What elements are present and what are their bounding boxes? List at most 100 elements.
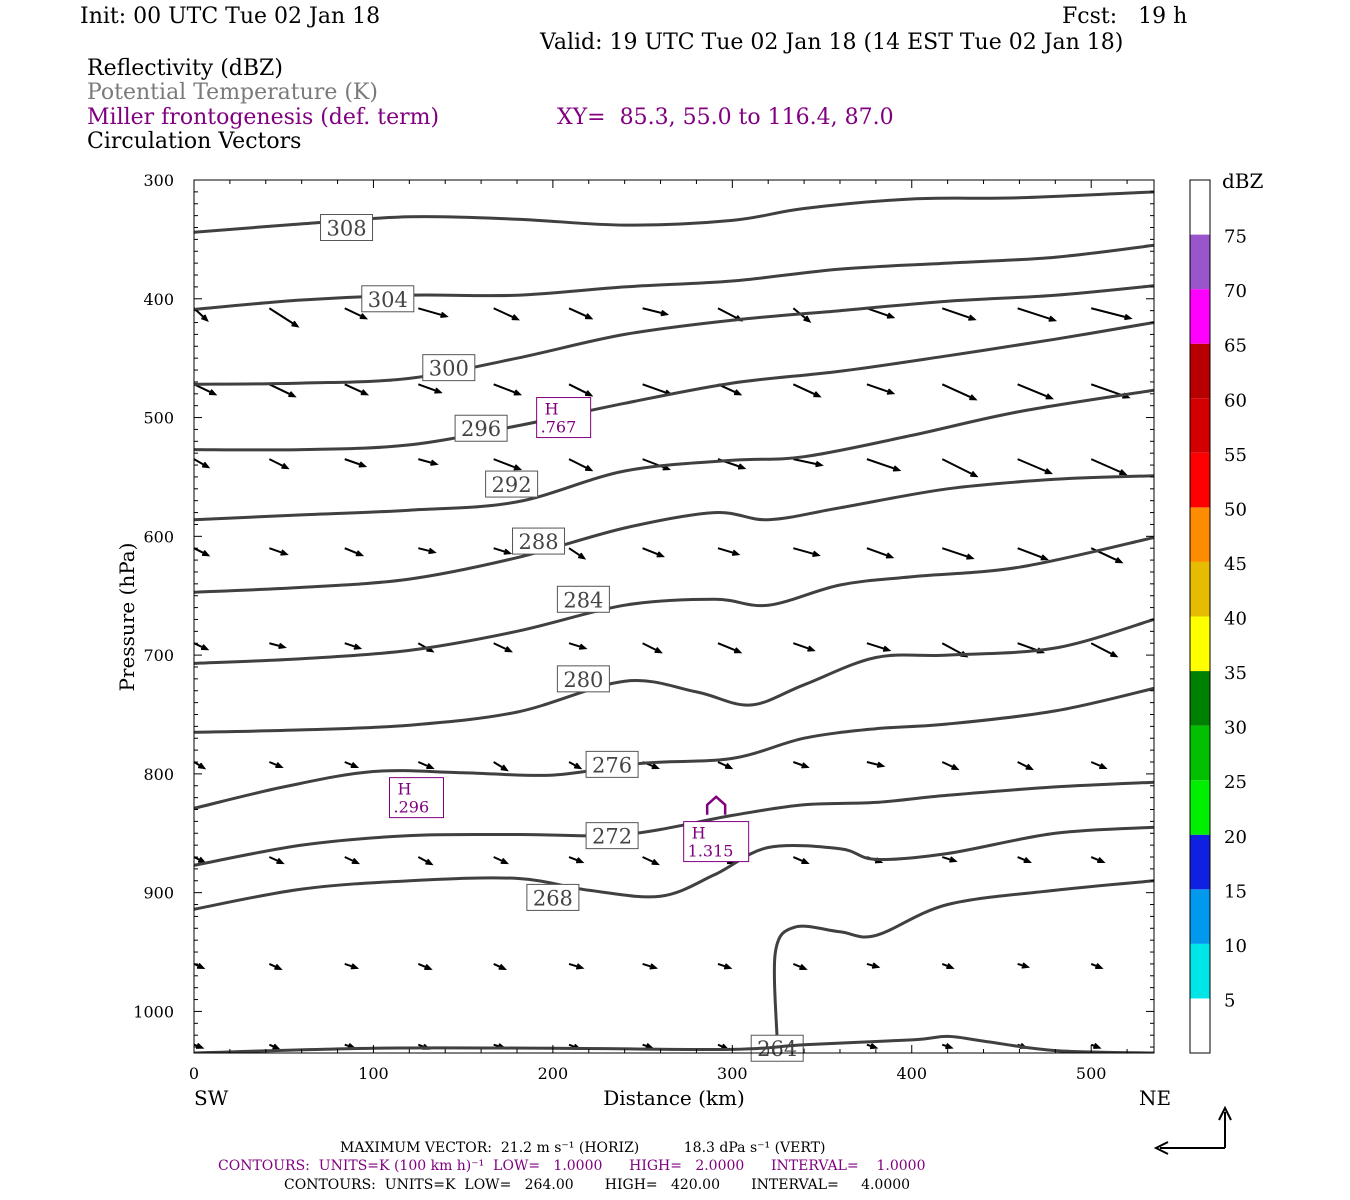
theta-contour-label: 288: [518, 530, 558, 554]
circulation-vector: [568, 962, 585, 970]
circulation-vector: [269, 642, 287, 650]
frontogenesis-max-box: [683, 821, 750, 863]
circulation-vector: [642, 307, 670, 317]
circulation-vector: [866, 1042, 879, 1050]
colorbar-swatch: [1190, 561, 1210, 617]
colorbar-label: 15: [1224, 881, 1247, 902]
circulation-vector: [1017, 307, 1058, 322]
circulation-vector: [568, 307, 594, 320]
circulation-vector: [194, 962, 206, 969]
circulation-vector: [1090, 307, 1133, 321]
circulation-vector: [941, 856, 958, 863]
colorbar-swatch: [1190, 780, 1210, 835]
circulation-vector: [1090, 458, 1128, 476]
circulation-vector: [642, 962, 659, 970]
field-reflectivity: Reflectivity (dBZ): [87, 56, 283, 81]
circulation-vector: [568, 642, 588, 650]
circulation-vector: [418, 547, 437, 555]
frontogenesis-max-h: H: [545, 400, 559, 419]
circulation-vector: [268, 856, 285, 865]
theta-label-box: [556, 585, 610, 613]
circulation-vector: [792, 856, 810, 865]
circulation-vector: [866, 383, 896, 395]
circulation-vector: [417, 962, 433, 970]
theta-label-box: [556, 665, 610, 693]
x-axis-label: Distance (km): [603, 1086, 745, 1110]
forecast-hour: Fcst: 19 h: [1062, 4, 1188, 29]
colorbar-label: 65: [1224, 336, 1247, 357]
circulation-vector: [269, 547, 289, 556]
circulation-vector: [194, 761, 207, 770]
circulation-vectors: [194, 307, 1133, 1050]
circulation-vector: [941, 547, 975, 560]
colorbar-label: 35: [1224, 663, 1247, 684]
circulation-vector: [417, 856, 434, 866]
colorbar-frame: [1189, 179, 1211, 1054]
theta-contour-label: 308: [326, 217, 366, 241]
colorbar-swatch: [1190, 889, 1210, 944]
theta-contour-info: CONTOURS: UNITS=K LOW= 264.00 HIGH= 420.…: [284, 1177, 911, 1193]
y-tick-label: 300: [143, 171, 174, 190]
circulation-vector: [1090, 1042, 1102, 1049]
circulation-vector: [417, 761, 435, 770]
circulation-vector: [493, 307, 520, 321]
x-tick-label: 0: [189, 1064, 199, 1083]
frontogenesis-max-value: 1.315: [688, 842, 734, 861]
theta-contour-label: 304: [368, 288, 408, 312]
theta-contour-label: 292: [492, 473, 532, 497]
circulation-vector: [344, 642, 363, 650]
circulation-vector: [268, 307, 300, 328]
theta-label-box: [585, 750, 639, 778]
circulation-vector: [568, 383, 594, 397]
theta-contour-line: [194, 780, 1154, 867]
circulation-vector: [941, 458, 979, 478]
colorbar-swatch: [1190, 834, 1210, 890]
circulation-vector: [418, 307, 449, 318]
colorbar-label: 45: [1224, 554, 1247, 575]
circulation-vector: [568, 547, 587, 560]
colorbar-label: 10: [1224, 936, 1247, 957]
theta-label-box: [361, 285, 415, 313]
circulation-vector: [344, 383, 370, 396]
colorbar-label: 60: [1224, 390, 1247, 411]
init-time: Init: 00 UTC Tue 02 Jan 18: [80, 4, 381, 29]
circulation-vector: [1017, 761, 1034, 771]
colorbar-label: 70: [1224, 281, 1247, 302]
theta-contour-label: 280: [563, 668, 603, 692]
circulation-vector: [793, 547, 821, 557]
x-tick-label: 500: [1076, 1064, 1107, 1083]
theta-label-box: [422, 354, 476, 382]
x-tick-label: 200: [538, 1064, 569, 1083]
circulation-vector: [941, 962, 955, 970]
circulation-vector: [418, 458, 439, 466]
y-tick-label: 1000: [133, 1002, 174, 1021]
circulation-vector: [792, 761, 810, 769]
colorbar-label: 50: [1224, 499, 1247, 520]
theta-contour-line: [194, 321, 1154, 452]
circulation-vector: [268, 458, 290, 470]
sw-label: SW: [194, 1086, 229, 1110]
theta-contour-label: 276: [592, 753, 632, 777]
x-tick-label: 100: [358, 1064, 389, 1083]
x-tick-label: 400: [896, 1064, 927, 1083]
theta-contour-line: [194, 284, 1154, 386]
circulation-vector: [194, 547, 211, 557]
circulation-vector: [268, 383, 297, 398]
theta-label-box: [485, 470, 539, 498]
frontogenesis-max-box: [389, 777, 445, 819]
circulation-vector: [344, 761, 360, 769]
colorbar-label: 55: [1224, 445, 1247, 466]
valid-time: Valid: 19 UTC Tue 02 Jan 18 (14 EST Tue …: [540, 30, 1124, 55]
circulation-vector: [866, 642, 892, 652]
circulation-vector: [493, 383, 523, 396]
theta-contour-label: 284: [563, 588, 603, 612]
theta-label-box: [512, 527, 566, 555]
ne-label: NE: [1139, 1086, 1171, 1110]
circulation-vector: [344, 547, 365, 557]
y-tick-label: 700: [143, 646, 174, 665]
circulation-vector: [866, 547, 895, 559]
colorbar-swatch: [1190, 343, 1210, 399]
colorbar-swatch: [1190, 234, 1210, 290]
circulation-vector: [866, 307, 896, 319]
